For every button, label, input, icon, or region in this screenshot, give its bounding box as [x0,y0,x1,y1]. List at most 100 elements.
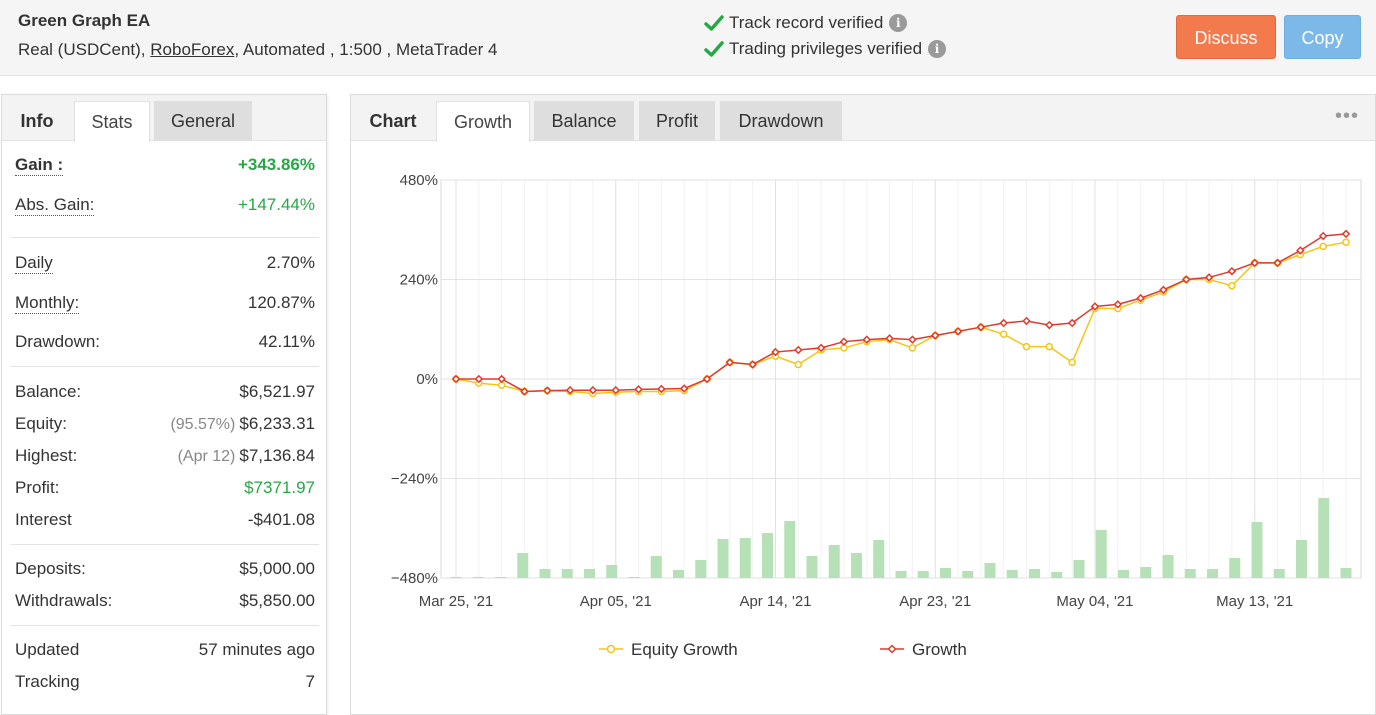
interest-value: -$401.08 [247,510,315,529]
legend-equity-label: Equity Growth [631,640,738,659]
stat-deposits: Deposits: $5,000.00 [15,559,315,583]
equity-value-group: (95.57%) $6,233.31 [170,414,315,434]
stat-withdrawals: Withdrawals: $5,850.00 [15,591,315,615]
daily-bar [873,540,885,578]
monthly-value: 120.87% [247,293,315,312]
copy-button[interactable]: Copy [1284,15,1361,59]
stat-drawdown: Drawdown: 42.11% [15,332,315,356]
growth-point [1045,320,1054,330]
tab-chart[interactable]: Chart [369,111,417,131]
abs-gain-label[interactable]: Abs. Gain: [15,195,95,216]
daily-bar [984,563,996,578]
stat-abs-gain: Abs. Gain: +147.44% [15,195,315,219]
more-options-icon[interactable]: ••• [1334,105,1359,127]
tracking-value: 7 [305,672,315,691]
daily-bar [895,571,907,578]
tab-balance[interactable]: Balance [534,101,634,141]
x-tick-label: Apr 23, '21 [899,593,971,610]
growth-point [999,318,1008,328]
chart-panel: Chart Growth Balance Profit Drawdown •••… [350,94,1376,715]
system-header: Green Graph EA Real (USDCent), RoboForex… [0,0,1376,76]
tab-general[interactable]: General [154,101,252,141]
system-meta: Real (USDCent), RoboForex, Automated , 1… [18,40,497,60]
tab-growth[interactable]: Growth [436,101,530,142]
growth-point [611,385,621,395]
daily-bar [962,571,974,578]
deposits-value: $5,000.00 [239,559,315,578]
discuss-button[interactable]: Discuss [1176,15,1276,59]
highest-value-group: (Apr 12) $7,136.84 [178,446,315,466]
check-icon [704,41,724,57]
monthly-label[interactable]: Monthly: [15,293,80,314]
growth-point [588,385,598,395]
daily-bar [1251,522,1263,578]
profit-label: Profit: [15,478,60,497]
stats-panel: Info Stats General Gain : +343.86% Abs. … [1,94,327,715]
info-icon[interactable]: i [928,40,947,58]
growth-point [702,374,712,384]
daily-bar [1318,498,1330,578]
daily-bar [695,560,707,578]
stat-profit: Profit: $7371.97 [15,478,315,502]
equity-label: Equity: [15,414,67,433]
daily-bar [1118,570,1129,578]
growth-point [885,334,894,343]
daily-label[interactable]: Daily [15,253,53,274]
highest-date: (Apr 12) [177,448,236,465]
equity-growth-point [1228,281,1236,290]
info-icon[interactable]: i [889,14,908,32]
daily-bar [806,556,818,578]
profit-value: $7371.97 [244,478,315,497]
tab-profit[interactable]: Profit [639,101,715,141]
x-tick-label: Apr 05, '21 [580,593,652,610]
equity-growth-point [794,360,803,369]
divider [11,625,319,626]
daily-bar [828,545,840,578]
daily-bar [1207,569,1218,578]
stat-interest: Interest -$401.08 [15,510,315,534]
daily-bar [1029,569,1040,578]
equity-growth-point [908,344,917,352]
growth-point [748,360,757,369]
legend-growth-label: Growth [912,640,967,659]
tab-info[interactable]: Info [20,111,54,131]
equity-growth-point [999,330,1008,338]
stat-monthly: Monthly: 120.87% [15,293,315,317]
stat-tracking: Tracking 7 [15,672,315,696]
y-tick-label: −240% [391,471,438,488]
growth-point [1022,316,1031,326]
updated-value: 57 minutes ago [198,640,315,659]
growth-point [451,374,461,384]
daily-bar [1229,558,1241,578]
daily-bar [1340,568,1352,578]
broker-link[interactable]: RoboForex [150,40,235,59]
tab-drawdown[interactable]: Drawdown [720,101,842,141]
equity-growth-point [1319,242,1327,251]
drawdown-label: Drawdown: [15,332,101,351]
growth-point [1090,302,1100,311]
daily-bar [561,569,573,578]
deposits-label: Deposits: [15,559,86,578]
growth-point [1136,293,1145,303]
gain-label[interactable]: Gain : [15,155,64,176]
daily-bar [1140,567,1152,578]
growth-point [839,337,849,346]
trading-privileges-verified: Trading privileges verified i [704,39,947,59]
divider [11,366,319,367]
legend-equity-marker [606,644,616,654]
daily-bar [450,577,462,578]
interest-label: Interest [15,510,72,529]
daily-bar [495,577,506,578]
daily-bar [917,571,929,578]
equity-growth-point [1022,342,1031,351]
y-tick-label: 0% [416,371,438,388]
daily-bar [851,553,862,578]
tab-stats[interactable]: Stats [74,101,150,142]
track-record-label: Track record verified [729,13,884,32]
daily-bar [1273,569,1285,578]
growth-point [771,347,780,357]
growth-line [456,233,1347,393]
chart-tabbar: Chart Growth Balance Profit Drawdown ••• [351,95,1375,142]
daily-bar [717,539,729,578]
daily-bar [940,568,951,578]
